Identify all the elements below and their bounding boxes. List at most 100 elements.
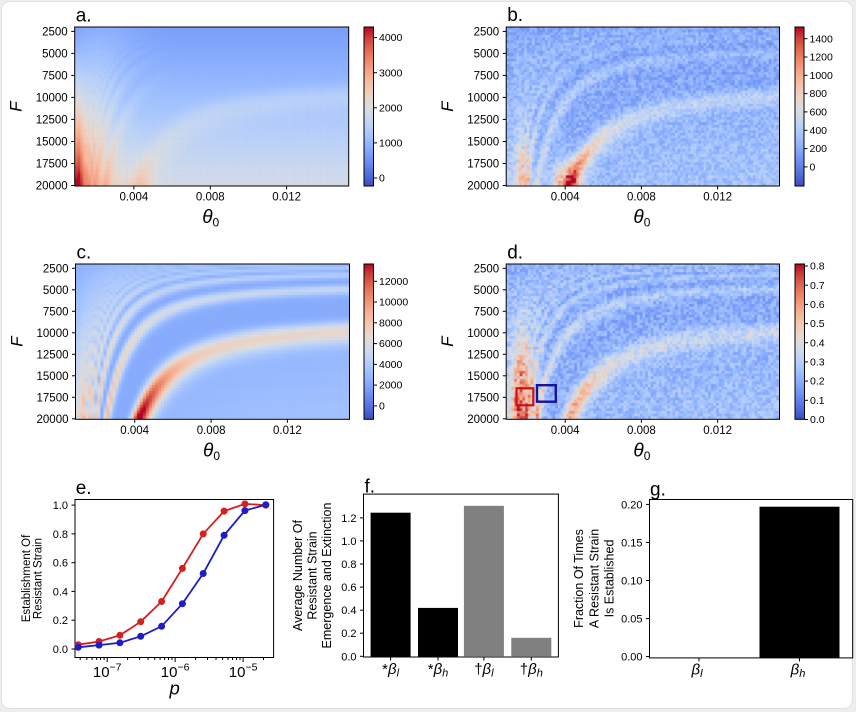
svg-text:20000: 20000 — [36, 181, 68, 193]
svg-text:0.2: 0.2 — [810, 376, 825, 388]
svg-text:p: p — [168, 678, 179, 699]
svg-text:d.: d. — [507, 242, 523, 263]
svg-text:0.0: 0.0 — [810, 414, 825, 426]
svg-text:10000: 10000 — [467, 92, 499, 104]
svg-text:0.6: 0.6 — [341, 582, 356, 594]
svg-text:800: 800 — [810, 88, 828, 100]
svg-text:*βh: *βh — [428, 661, 449, 680]
svg-text:0.6: 0.6 — [810, 299, 825, 311]
svg-text:400: 400 — [810, 125, 828, 137]
svg-text:5000: 5000 — [42, 48, 68, 60]
svg-text:g.: g. — [650, 480, 666, 501]
svg-text:4000: 4000 — [379, 32, 403, 44]
svg-text:7500: 7500 — [474, 70, 500, 82]
svg-text:0.8: 0.8 — [810, 261, 825, 273]
svg-text:θ0: θ0 — [203, 440, 220, 463]
svg-text:Is Established: Is Established — [603, 540, 617, 618]
svg-text:0.004: 0.004 — [551, 192, 580, 204]
svg-text:12500: 12500 — [467, 114, 499, 126]
svg-text:12500: 12500 — [36, 114, 68, 126]
svg-text:*βl: *βl — [382, 661, 399, 680]
svg-text:0.2: 0.2 — [53, 615, 68, 627]
svg-text:0.3: 0.3 — [810, 357, 825, 369]
svg-text:0.004: 0.004 — [120, 425, 149, 437]
svg-text:F: F — [7, 100, 26, 112]
svg-text:0.008: 0.008 — [196, 192, 225, 204]
svg-text:17500: 17500 — [36, 159, 68, 171]
svg-text:0.05: 0.05 — [621, 614, 642, 626]
svg-text:F: F — [438, 100, 457, 112]
svg-text:2500: 2500 — [43, 263, 69, 275]
svg-text:c.: c. — [77, 242, 92, 263]
svg-text:15000: 15000 — [37, 371, 69, 383]
svg-text:b.: b. — [507, 5, 523, 26]
svg-text:12500: 12500 — [37, 349, 69, 361]
svg-text:0.008: 0.008 — [197, 425, 226, 437]
svg-text:Fraction Of Times: Fraction Of Times — [572, 529, 586, 628]
svg-text:Establishment Of: Establishment Of — [21, 534, 33, 622]
svg-text:0.2: 0.2 — [341, 628, 356, 640]
svg-text:200: 200 — [810, 143, 828, 155]
svg-text:e.: e. — [76, 478, 92, 499]
svg-text:12000: 12000 — [379, 276, 408, 288]
svg-text:0: 0 — [810, 162, 816, 174]
svg-text:8000: 8000 — [379, 317, 403, 329]
svg-text:600: 600 — [810, 107, 828, 119]
svg-text:12500: 12500 — [467, 349, 499, 361]
svg-text:0.004: 0.004 — [120, 192, 149, 204]
svg-text:1.2: 1.2 — [341, 513, 356, 525]
svg-text:0.1: 0.1 — [810, 395, 825, 407]
svg-text:θ0: θ0 — [633, 207, 650, 230]
svg-text:Emergence and Extinction: Emergence and Extinction — [320, 502, 334, 648]
svg-text:17500: 17500 — [467, 159, 499, 171]
svg-text:20000: 20000 — [37, 414, 69, 426]
svg-text:0.4: 0.4 — [341, 605, 356, 617]
svg-text:0.00: 0.00 — [621, 652, 642, 664]
svg-text:7500: 7500 — [474, 306, 500, 318]
svg-text:20000: 20000 — [467, 414, 499, 426]
svg-text:10000: 10000 — [37, 328, 69, 340]
svg-text:0.012: 0.012 — [272, 192, 301, 204]
svg-text:0.4: 0.4 — [810, 337, 825, 349]
svg-text:2500: 2500 — [42, 26, 68, 38]
svg-text:0.15: 0.15 — [621, 538, 642, 550]
svg-text:0.004: 0.004 — [551, 425, 580, 437]
svg-text:1000: 1000 — [810, 70, 834, 82]
svg-text:Resistant Strain: Resistant Strain — [306, 531, 320, 619]
svg-text:†βl: †βl — [474, 661, 494, 680]
svg-text:0.5: 0.5 — [810, 318, 825, 330]
svg-text:3000: 3000 — [379, 67, 403, 79]
svg-text:a.: a. — [76, 6, 92, 27]
svg-text:f.: f. — [365, 477, 376, 498]
svg-text:10000: 10000 — [467, 328, 499, 340]
svg-text:2000: 2000 — [379, 102, 403, 114]
svg-text:17500: 17500 — [467, 392, 499, 404]
svg-text:2500: 2500 — [474, 263, 500, 275]
svg-text:15000: 15000 — [467, 137, 499, 149]
svg-text:10000: 10000 — [36, 92, 68, 104]
svg-text:15000: 15000 — [467, 371, 499, 383]
svg-text:5000: 5000 — [43, 285, 69, 297]
svg-text:0.8: 0.8 — [341, 559, 356, 571]
svg-text:2000: 2000 — [379, 380, 403, 392]
svg-text:1.0: 1.0 — [53, 500, 68, 512]
svg-text:0.0: 0.0 — [341, 651, 356, 663]
svg-text:0.012: 0.012 — [703, 192, 732, 204]
svg-text:βh: βh — [790, 662, 806, 681]
svg-text:10−6: 10−6 — [161, 662, 190, 682]
svg-text:7500: 7500 — [42, 70, 68, 82]
svg-text:10000: 10000 — [379, 297, 408, 309]
svg-text:Resistant Strain: Resistant Strain — [33, 538, 45, 619]
svg-text:0.10: 0.10 — [621, 576, 642, 588]
svg-text:15000: 15000 — [36, 137, 68, 149]
svg-text:0.0: 0.0 — [53, 644, 68, 656]
svg-text:0.012: 0.012 — [703, 425, 732, 437]
svg-text:0.8: 0.8 — [53, 529, 68, 541]
svg-text:0.6: 0.6 — [53, 558, 68, 570]
svg-text:θ0: θ0 — [202, 207, 219, 230]
svg-text:5000: 5000 — [474, 285, 500, 297]
svg-text:20000: 20000 — [467, 181, 499, 193]
svg-text:1200: 1200 — [810, 52, 834, 64]
svg-text:Average Number Of: Average Number Of — [291, 520, 305, 631]
svg-text:A Resistant Strain: A Resistant Strain — [588, 529, 602, 628]
